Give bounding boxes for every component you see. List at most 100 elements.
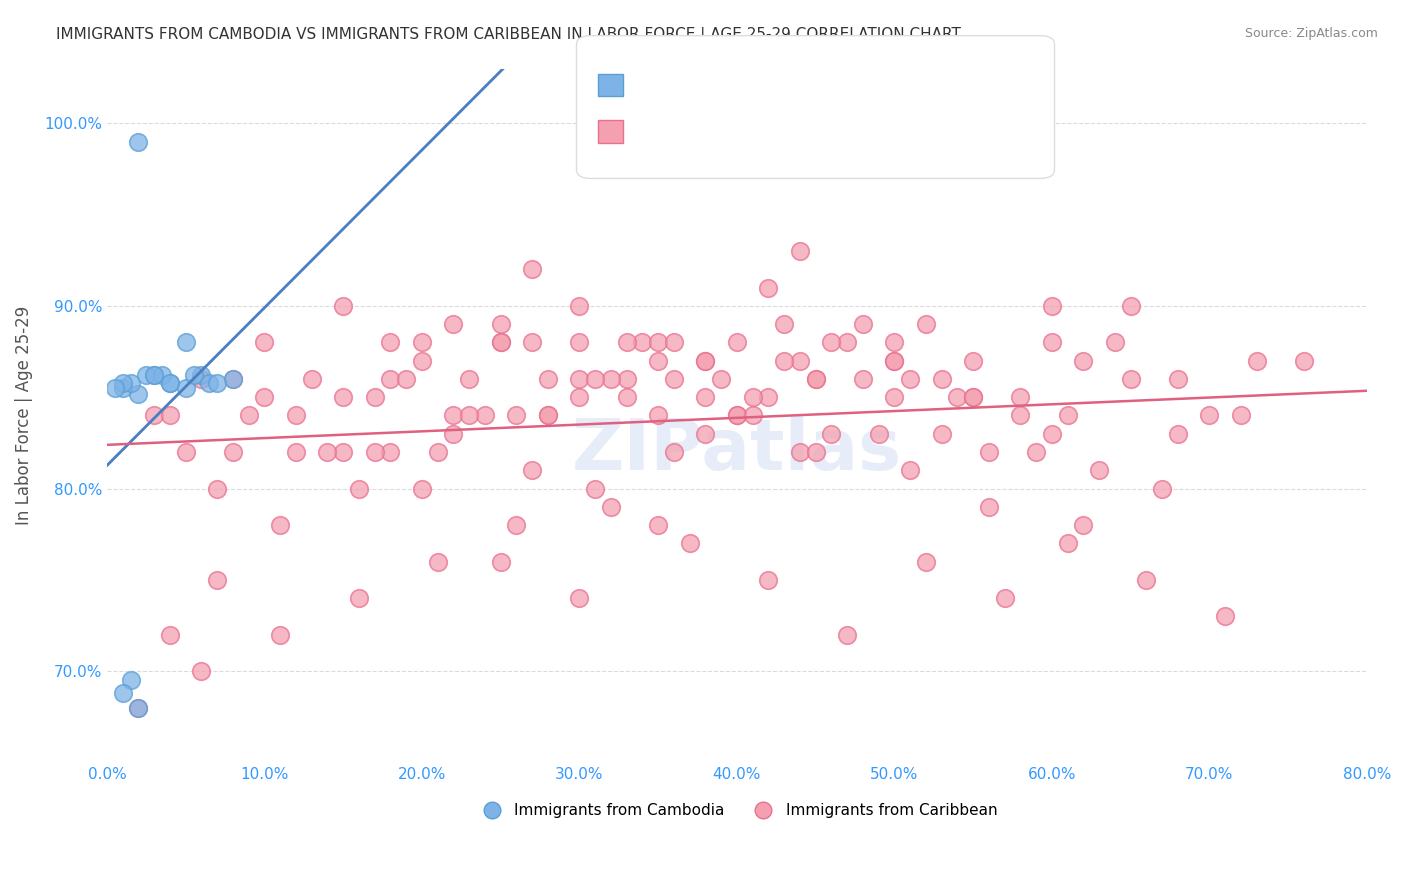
Immigrants from Cambodia <box>222 372 245 386</box>
Immigrants from Caribbean <box>1198 409 1220 423</box>
Immigrants from Caribbean <box>301 372 323 386</box>
Immigrants from Caribbean <box>695 390 717 404</box>
Immigrants from Cambodia <box>127 700 149 714</box>
Immigrants from Caribbean <box>1010 390 1032 404</box>
Immigrants from Caribbean <box>962 390 984 404</box>
Immigrants from Caribbean <box>741 409 763 423</box>
Immigrants from Caribbean <box>458 372 481 386</box>
Immigrants from Caribbean <box>1135 573 1157 587</box>
Immigrants from Caribbean <box>190 372 212 386</box>
Immigrants from Caribbean <box>347 482 370 496</box>
Immigrants from Caribbean <box>332 445 354 459</box>
Immigrants from Caribbean <box>505 518 527 533</box>
Immigrants from Caribbean <box>363 445 385 459</box>
Immigrants from Caribbean <box>426 555 449 569</box>
Immigrants from Caribbean <box>662 445 685 459</box>
Immigrants from Caribbean <box>458 409 481 423</box>
Immigrants from Caribbean <box>695 353 717 368</box>
Immigrants from Caribbean <box>883 335 905 350</box>
Immigrants from Caribbean <box>804 372 827 386</box>
Immigrants from Caribbean <box>647 518 669 533</box>
Immigrants from Caribbean <box>1088 463 1111 477</box>
Immigrants from Caribbean <box>1119 372 1142 386</box>
Immigrants from Caribbean <box>269 518 291 533</box>
Immigrants from Caribbean <box>426 445 449 459</box>
Immigrants from Caribbean <box>804 445 827 459</box>
Immigrants from Caribbean <box>789 445 811 459</box>
Immigrants from Caribbean <box>741 390 763 404</box>
Immigrants from Caribbean <box>411 482 433 496</box>
Immigrants from Caribbean <box>205 573 228 587</box>
Immigrants from Cambodia <box>104 381 127 395</box>
Immigrants from Caribbean <box>253 335 276 350</box>
Immigrants from Caribbean <box>662 372 685 386</box>
Immigrants from Caribbean <box>883 390 905 404</box>
Immigrants from Caribbean <box>347 591 370 606</box>
Immigrants from Caribbean <box>411 353 433 368</box>
Immigrants from Caribbean <box>898 463 921 477</box>
Immigrants from Caribbean <box>616 390 638 404</box>
Immigrants from Caribbean <box>994 591 1017 606</box>
Immigrants from Caribbean <box>1040 299 1063 313</box>
Text: R = 0.178   N = 22: R = 0.178 N = 22 <box>626 78 796 96</box>
Immigrants from Caribbean <box>474 409 496 423</box>
Immigrants from Cambodia <box>135 368 157 383</box>
Immigrants from Cambodia <box>111 686 134 700</box>
Immigrants from Caribbean <box>143 409 166 423</box>
Immigrants from Caribbean <box>520 463 543 477</box>
Immigrants from Caribbean <box>1073 353 1095 368</box>
Immigrants from Caribbean <box>505 409 527 423</box>
Immigrants from Cambodia <box>174 381 197 395</box>
Immigrants from Caribbean <box>977 500 1000 514</box>
Immigrants from Caribbean <box>441 426 464 441</box>
Immigrants from Cambodia <box>120 376 142 390</box>
Immigrants from Caribbean <box>852 372 875 386</box>
Immigrants from Cambodia <box>159 376 181 390</box>
Immigrants from Caribbean <box>1152 482 1174 496</box>
Immigrants from Caribbean <box>710 372 733 386</box>
Immigrants from Caribbean <box>1040 426 1063 441</box>
Immigrants from Caribbean <box>489 335 512 350</box>
Immigrants from Cambodia <box>143 368 166 383</box>
Immigrants from Caribbean <box>363 390 385 404</box>
Immigrants from Caribbean <box>205 482 228 496</box>
Immigrants from Caribbean <box>1167 372 1189 386</box>
Immigrants from Caribbean <box>380 372 402 386</box>
Immigrants from Caribbean <box>883 353 905 368</box>
Immigrants from Caribbean <box>820 426 842 441</box>
Immigrants from Cambodia <box>159 376 181 390</box>
Immigrants from Caribbean <box>284 409 307 423</box>
Immigrants from Caribbean <box>820 335 842 350</box>
Immigrants from Cambodia <box>205 376 228 390</box>
Immigrants from Caribbean <box>316 445 339 459</box>
Immigrants from Caribbean <box>695 426 717 441</box>
Immigrants from Caribbean <box>915 555 938 569</box>
Immigrants from Caribbean <box>568 390 591 404</box>
Immigrants from Caribbean <box>631 335 654 350</box>
Immigrants from Caribbean <box>332 299 354 313</box>
Immigrants from Caribbean <box>962 353 984 368</box>
Immigrants from Caribbean <box>159 409 181 423</box>
Immigrants from Caribbean <box>489 317 512 331</box>
Immigrants from Caribbean <box>647 353 669 368</box>
Immigrants from Caribbean <box>616 335 638 350</box>
Immigrants from Cambodia <box>143 368 166 383</box>
Immigrants from Cambodia <box>127 386 149 401</box>
Immigrants from Caribbean <box>568 335 591 350</box>
Immigrants from Caribbean <box>725 409 748 423</box>
Immigrants from Cambodia <box>183 368 205 383</box>
Immigrants from Caribbean <box>411 335 433 350</box>
Immigrants from Caribbean <box>127 700 149 714</box>
Immigrants from Caribbean <box>789 244 811 259</box>
Immigrants from Caribbean <box>883 353 905 368</box>
Immigrants from Caribbean <box>977 445 1000 459</box>
Immigrants from Caribbean <box>1119 299 1142 313</box>
Immigrants from Cambodia <box>150 368 173 383</box>
Text: Source: ZipAtlas.com: Source: ZipAtlas.com <box>1244 27 1378 40</box>
Text: ZIPatlas: ZIPatlas <box>572 416 903 484</box>
Immigrants from Caribbean <box>269 627 291 641</box>
Immigrants from Caribbean <box>1056 409 1078 423</box>
Immigrants from Caribbean <box>931 426 953 441</box>
Immigrants from Cambodia <box>120 673 142 688</box>
Immigrants from Caribbean <box>600 500 623 514</box>
